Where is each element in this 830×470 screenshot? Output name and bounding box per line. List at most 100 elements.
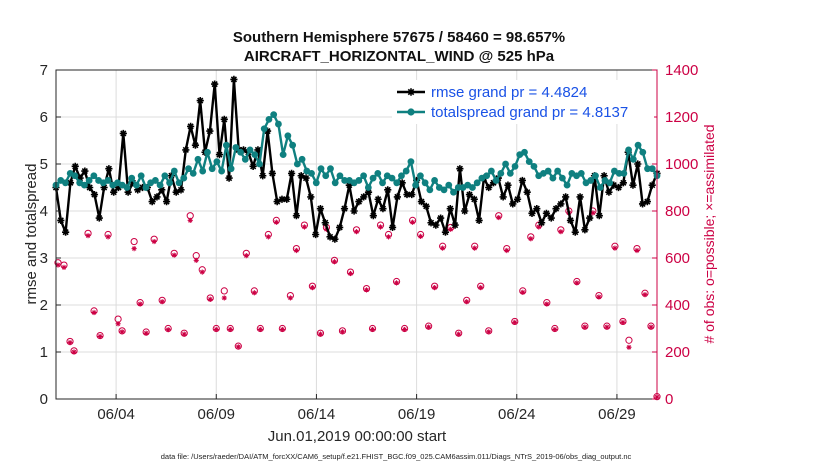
- y-tick-label-right: 600: [665, 250, 690, 267]
- series-point-totalspread: [506, 170, 514, 177]
- series-point-totalspread: [180, 174, 188, 182]
- obs-assimilated-point: [221, 295, 227, 301]
- obs-assimilated-point: [464, 299, 470, 305]
- series-point-totalspread: [620, 170, 628, 177]
- series-point-rmse: [158, 186, 166, 194]
- obs-assimilated-point: [620, 319, 626, 325]
- series-point-rmse: [287, 169, 296, 177]
- series-point-rmse: [393, 193, 401, 201]
- series-point-totalspread: [71, 172, 79, 180]
- x-tick-label: 06/24: [498, 406, 536, 423]
- series-point-totalspread: [440, 186, 448, 194]
- series-point-totalspread: [123, 184, 131, 191]
- obs-layer: [54, 207, 661, 401]
- series-point-totalspread: [279, 151, 287, 159]
- series-point-rmse: [187, 122, 195, 130]
- series-point-rmse: [648, 181, 656, 189]
- obs-assimilated-point: [207, 296, 213, 302]
- obs-assimilated-point: [97, 333, 103, 340]
- series-point-rmse: [586, 214, 594, 222]
- series-point-totalspread: [355, 177, 363, 184]
- series-point-rmse: [196, 96, 204, 105]
- series-point-rmse: [110, 188, 118, 196]
- obs-assimilated-point: [287, 295, 293, 301]
- series-point-rmse: [629, 181, 637, 189]
- obs-assimilated-point: [235, 344, 241, 350]
- grid-layer: [56, 70, 657, 399]
- obs-assimilated-point: [596, 294, 602, 300]
- series-point-rmse: [614, 183, 623, 192]
- series-point-rmse: [446, 205, 454, 213]
- series-point-totalspread: [237, 148, 244, 156]
- obs-assimilated-point: [604, 324, 610, 330]
- series-point-totalspread: [166, 179, 173, 187]
- series-point-totalspread: [374, 170, 382, 177]
- obs-assimilated-point: [227, 326, 233, 333]
- obs-assimilated-point: [131, 246, 137, 252]
- series-point-rmse: [566, 216, 575, 224]
- series-point-rmse: [509, 200, 517, 208]
- series-point-rmse: [451, 221, 459, 229]
- obs-assimilated-point: [115, 321, 121, 327]
- x-tick-label: 06/04: [97, 406, 135, 423]
- obs-assimilated-point: [626, 344, 632, 350]
- series-point-rmse: [191, 141, 200, 149]
- series-point-rmse: [619, 179, 627, 187]
- obs-assimilated-point: [612, 245, 618, 251]
- obs-assimilated-point: [137, 301, 143, 307]
- series-point-totalspread: [587, 177, 595, 184]
- series-point-rmse: [215, 151, 224, 159]
- series-point-rmse: [562, 193, 570, 201]
- obs-assimilated-point: [347, 270, 354, 277]
- series-point-rmse: [557, 200, 565, 208]
- series-point-rmse: [456, 165, 464, 173]
- obs-assimilated-point: [504, 247, 510, 254]
- series-point-rmse: [57, 216, 65, 224]
- series-point-totalspread: [85, 177, 93, 184]
- series-point-rmse: [504, 181, 512, 189]
- series-point-rmse: [62, 228, 70, 236]
- series-point-rmse: [432, 221, 440, 229]
- series-point-rmse: [422, 202, 430, 210]
- obs-assimilated-point: [642, 292, 648, 298]
- obs-assimilated-point: [243, 253, 249, 259]
- series-point-totalspread: [80, 181, 88, 189]
- series-point-rmse: [355, 198, 363, 206]
- series-point-rmse: [413, 176, 421, 185]
- series-point-totalspread: [270, 111, 278, 119]
- obs-assimilated-point: [279, 326, 285, 333]
- series-point-rmse: [475, 216, 483, 224]
- x-tick-label: 06/19: [398, 406, 436, 423]
- obs-assimilated-point: [536, 224, 542, 230]
- legend-spread-marker-icon: [407, 108, 415, 116]
- series-point-totalspread: [639, 148, 647, 156]
- obs-assimilated-point: [558, 229, 564, 235]
- series-point-totalspread: [596, 184, 604, 191]
- series-point-totalspread: [525, 158, 533, 166]
- obs-assimilated-point: [512, 319, 518, 325]
- series-point-totalspread: [364, 184, 372, 191]
- series-point-totalspread: [213, 158, 221, 166]
- series-point-totalspread: [232, 144, 240, 151]
- series-point-rmse: [230, 75, 238, 83]
- y-tick-label-right: 200: [665, 344, 690, 361]
- series-point-rmse: [470, 195, 478, 203]
- series-point-totalspread: [137, 172, 145, 180]
- series-point-rmse: [576, 193, 584, 201]
- series-point-totalspread: [293, 160, 301, 168]
- series-point-rmse: [340, 205, 349, 213]
- series-point-totalspread: [402, 167, 410, 175]
- series-point-totalspread: [416, 172, 424, 180]
- series-point-totalspread: [558, 174, 566, 182]
- series-point-rmse: [100, 183, 108, 192]
- y-tick-label-left: 1: [40, 344, 48, 361]
- series-point-totalspread: [151, 177, 159, 184]
- series-point-totalspread: [634, 141, 642, 149]
- series-point-rmse: [485, 183, 493, 192]
- series-point-totalspread: [369, 174, 377, 182]
- obs-assimilated-point: [119, 329, 125, 335]
- series-point-rmse: [465, 190, 474, 199]
- series-point-rmse: [321, 219, 329, 227]
- obs-assimilated-point: [187, 217, 193, 223]
- series-point-totalspread: [251, 151, 259, 159]
